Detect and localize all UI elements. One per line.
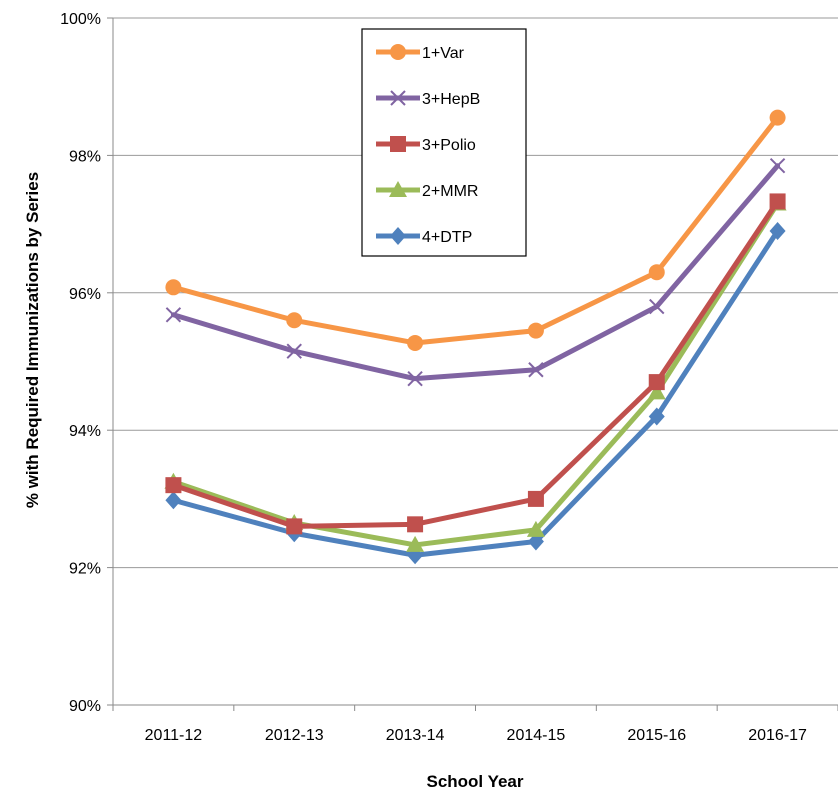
legend-label: 1+Var [422,45,465,62]
data-point-3-hepb [649,298,665,315]
data-point-1-var [527,322,544,339]
y-tick-label: 94% [69,423,101,440]
legend-item-2-mmr: 2+MMR [376,181,478,200]
data-point-3-hepb [407,370,423,387]
y-tick-label: 96% [69,286,101,303]
y-axis-title: % with Required Immunizations by Series [23,172,42,508]
data-point-1-var [286,312,303,329]
axes [107,17,838,711]
tick-labels: 90% 92% 94% 96% 98% 100% 2011-12 2012-13 2013-14… [60,11,807,744]
data-point-4-dtp [648,407,665,426]
legend-item-4-dtp: 4+DTP [376,227,472,246]
legend-marker-circle [390,44,406,60]
gridlines [113,17,838,569]
x-tick-label: 2014-15 [507,727,566,744]
legend-label: 4+DTP [422,229,472,246]
series-line-1-var [170,115,781,346]
data-point-1-var [165,279,182,296]
x-tick-label: 2016-17 [748,727,807,744]
data-point-3-polio [648,374,665,391]
data-point-4-dtp [769,221,786,240]
data-point-3-hepb [165,307,182,323]
y-tick-label: 90% [69,698,101,715]
data-point-3-polio [407,516,424,533]
data-point-1-var [769,109,786,126]
legend-item-3-polio: 3+Polio [376,136,476,154]
legend-item-1-var: 1+Var [376,44,465,62]
data-point-2-mmr [526,520,545,537]
legend-marker-diamond [390,227,406,245]
x-tick-label: 2015-16 [627,727,686,744]
legend-label: 3+HepB [422,91,480,108]
legend-marker-square [390,136,406,152]
series-line-4-dtp [170,228,781,558]
legend-label: 3+Polio [422,137,476,154]
data-point-4-dtp [165,491,182,510]
data-point-1-var [648,264,665,281]
data-point-3-hepb [528,362,544,378]
series-line-3-hepb [170,163,781,382]
series-3-polio [165,193,786,535]
series-line-3-polio [170,198,781,529]
legend-marker-x [390,90,406,106]
x-axis-title: School Year [426,772,523,791]
data-point-2-mmr [406,535,425,552]
data-point-3-polio [165,477,182,494]
data-point-3-polio [769,193,786,210]
series-3-hepb [165,157,786,387]
series-1-var [165,109,786,351]
legend-item-3-hepb: 3+HepB [376,90,480,108]
x-tick-label: 2011-12 [145,727,203,744]
data-point-3-hepb [286,343,302,359]
legend-label: 2+MMR [422,183,478,200]
series-lines [164,109,787,565]
data-point-1-var [407,334,424,351]
series-line-2-mmr [170,200,781,548]
legend-marker-triangle [389,181,407,197]
y-tick-label: 100% [60,11,101,28]
y-tick-label: 92% [69,561,101,578]
data-point-3-polio [286,518,303,535]
data-point-2-mmr [647,383,666,400]
data-point-3-polio [527,490,544,507]
data-point-3-hepb [769,157,786,174]
x-tick-label: 2012-13 [265,727,324,744]
series-4-dtp [165,221,786,565]
x-tick-label: 2013-14 [386,727,445,744]
y-tick-label: 98% [69,148,101,165]
data-point-4-dtp [527,532,544,551]
legend: 1+Var 3+HepB 3+Polio 2+MMR 4+DTP [361,28,527,257]
